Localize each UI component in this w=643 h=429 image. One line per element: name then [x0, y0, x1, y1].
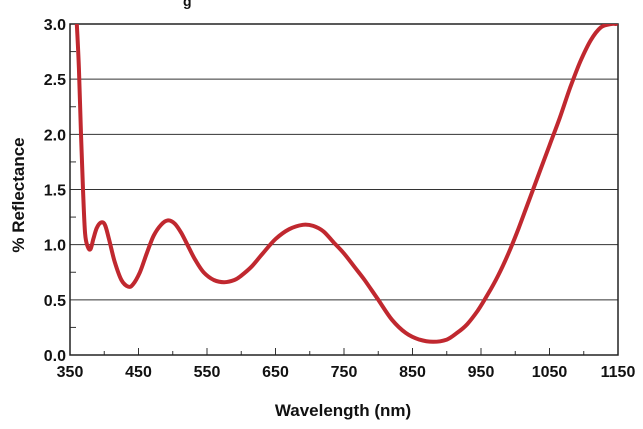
y-tick-label-0.0: 0.0 — [44, 348, 66, 365]
grid-lines — [69, 23, 619, 356]
x-tick-label-550: 550 — [194, 364, 221, 381]
x-tick-label-1150: 1150 — [601, 364, 636, 381]
x-tick-label-750: 750 — [331, 364, 358, 381]
x-tick-label-650: 650 — [262, 364, 289, 381]
y-tick-label-3.0: 3.0 — [44, 17, 66, 34]
x-tick-label-850: 850 — [399, 364, 426, 381]
x-tick-label-350: 350 — [57, 364, 84, 381]
y-tick-label-0.5: 0.5 — [44, 293, 66, 310]
chart-title-fragment: g — [183, 0, 192, 9]
y-tick-label-2.0: 2.0 — [44, 127, 66, 144]
plot-frame — [69, 23, 619, 356]
y-ticks: 0.0 0.5 1.0 1.5 2.0 2.5 3.0 — [44, 17, 66, 365]
y-tick-label-1.0: 1.0 — [44, 238, 66, 255]
reflectance-series-line — [74, 24, 618, 344]
plot-area — [74, 24, 618, 344]
x-tick-label-450: 450 — [125, 364, 152, 381]
x-ticks: 350 450 550 650 750 850 950 1050 1150 — [57, 364, 636, 381]
x-axis-label: Wavelength (nm) — [275, 401, 411, 420]
x-tick-label-950: 950 — [468, 364, 495, 381]
y-axis-label: % Reflectance — [9, 137, 28, 252]
x-tick-label-1050: 1050 — [532, 364, 568, 381]
y-tick-label-2.5: 2.5 — [44, 72, 66, 89]
y-tick-label-1.5: 1.5 — [44, 183, 66, 200]
